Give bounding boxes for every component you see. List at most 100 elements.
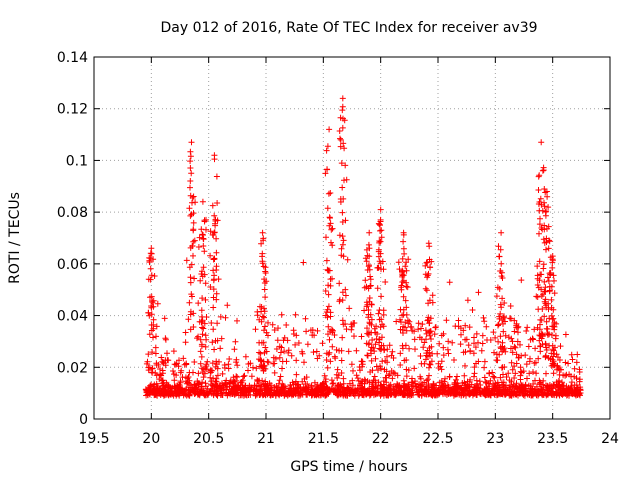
data-point bbox=[449, 339, 456, 346]
data-point bbox=[231, 391, 238, 398]
data-point bbox=[400, 229, 407, 236]
data-point bbox=[551, 391, 557, 398]
data-point bbox=[399, 312, 406, 319]
data-point bbox=[224, 384, 231, 391]
data-point bbox=[190, 219, 197, 226]
data-point bbox=[377, 227, 383, 234]
data-point bbox=[492, 382, 499, 389]
data-point bbox=[565, 360, 572, 367]
data-point bbox=[269, 321, 276, 328]
data-point bbox=[375, 264, 382, 271]
data-point bbox=[475, 339, 481, 346]
data-point bbox=[279, 381, 286, 387]
data-point bbox=[576, 366, 583, 373]
data-point bbox=[429, 350, 436, 357]
data-point bbox=[576, 376, 583, 383]
data-point bbox=[376, 239, 383, 246]
data-point bbox=[427, 361, 434, 368]
data-point bbox=[377, 346, 384, 353]
data-point bbox=[353, 372, 360, 379]
data-point bbox=[544, 274, 551, 281]
data-point bbox=[522, 352, 529, 359]
data-point bbox=[473, 384, 480, 391]
data-point bbox=[525, 343, 532, 350]
data-point bbox=[183, 257, 190, 264]
data-point bbox=[218, 335, 225, 342]
data-point bbox=[375, 246, 382, 253]
data-point bbox=[440, 330, 447, 337]
data-point bbox=[322, 288, 329, 294]
data-point bbox=[262, 344, 269, 351]
data-point bbox=[299, 350, 306, 357]
data-point bbox=[427, 264, 434, 271]
data-point bbox=[165, 357, 172, 364]
data-point bbox=[497, 310, 504, 317]
data-point bbox=[462, 336, 469, 343]
x-axis-label: GPS time / hours bbox=[290, 459, 407, 475]
data-point bbox=[383, 392, 390, 399]
data-point bbox=[453, 376, 459, 383]
data-point bbox=[403, 386, 409, 393]
data-point bbox=[363, 303, 370, 310]
data-point bbox=[368, 357, 375, 364]
data-point bbox=[481, 374, 488, 381]
data-point bbox=[160, 359, 167, 366]
data-point bbox=[145, 351, 152, 358]
data-point bbox=[375, 367, 381, 374]
data-point bbox=[217, 387, 224, 394]
data-point bbox=[194, 391, 201, 398]
data-point bbox=[511, 317, 518, 324]
data-point bbox=[267, 392, 274, 399]
data-point bbox=[211, 229, 218, 236]
data-point bbox=[191, 359, 198, 365]
data-point bbox=[252, 326, 259, 333]
data-point bbox=[335, 382, 342, 389]
data-point bbox=[470, 350, 477, 357]
data-point bbox=[432, 324, 439, 331]
data-point bbox=[366, 229, 373, 236]
data-point bbox=[237, 392, 244, 399]
data-point bbox=[538, 317, 545, 324]
data-point bbox=[342, 217, 349, 224]
data-point bbox=[241, 385, 248, 392]
data-point bbox=[241, 372, 248, 379]
data-point bbox=[324, 314, 331, 321]
data-point bbox=[553, 392, 560, 399]
data-point bbox=[425, 300, 432, 307]
data-point bbox=[186, 369, 193, 376]
data-point bbox=[259, 313, 266, 320]
data-point bbox=[198, 365, 205, 372]
data-point bbox=[561, 388, 568, 395]
data-point bbox=[242, 353, 249, 360]
data-point bbox=[399, 255, 406, 262]
data-point bbox=[498, 364, 505, 371]
data-point bbox=[442, 382, 449, 389]
data-point bbox=[508, 378, 515, 385]
data-point bbox=[210, 304, 217, 311]
data-point bbox=[217, 313, 224, 320]
data-point bbox=[370, 377, 377, 384]
data-point bbox=[261, 314, 267, 321]
data-point bbox=[378, 391, 385, 398]
data-point bbox=[546, 384, 553, 391]
data-point bbox=[564, 387, 571, 394]
data-point bbox=[466, 378, 473, 385]
data-point bbox=[336, 128, 343, 134]
data-point bbox=[545, 355, 552, 361]
data-point bbox=[300, 387, 306, 394]
data-point bbox=[340, 140, 347, 147]
data-point bbox=[472, 344, 479, 351]
data-point bbox=[574, 351, 581, 358]
data-point bbox=[187, 326, 194, 333]
data-point bbox=[279, 365, 285, 372]
data-point bbox=[543, 370, 549, 377]
data-point bbox=[457, 341, 464, 348]
data-point bbox=[511, 388, 518, 395]
data-point bbox=[333, 371, 340, 378]
data-point bbox=[534, 282, 541, 288]
data-point bbox=[496, 389, 503, 396]
data-point bbox=[277, 349, 284, 356]
data-point bbox=[258, 240, 265, 247]
data-point bbox=[337, 136, 344, 143]
data-point bbox=[531, 326, 538, 333]
